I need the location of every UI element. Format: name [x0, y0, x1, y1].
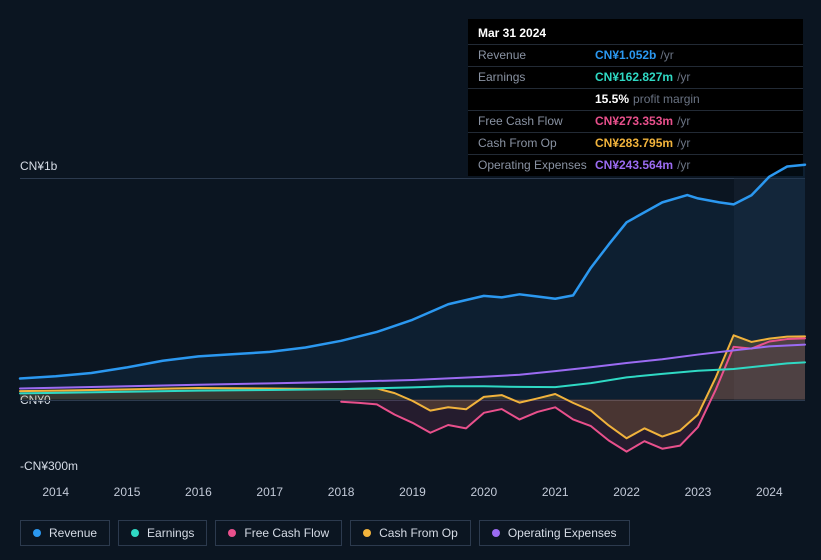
tooltip-row-label: Cash From Op [478, 135, 595, 152]
legend-dot-icon [131, 529, 139, 537]
x-axis-tick: 2022 [613, 485, 640, 499]
legend-item-earnings[interactable]: Earnings [118, 520, 207, 546]
x-axis-tick: 2024 [756, 485, 783, 499]
line-chart[interactable]: CN¥1b CN¥0 -CN¥300m 20142015201620172018… [20, 160, 805, 480]
tooltip-row-value: CN¥283.795m [595, 135, 673, 152]
tooltip-rows: RevenueCN¥1.052b/yrEarningsCN¥162.827m/y… [468, 44, 803, 176]
legend-label: Free Cash Flow [244, 526, 329, 540]
legend-dot-icon [492, 529, 500, 537]
x-axis-tick: 2023 [685, 485, 712, 499]
tooltip-row: Free Cash FlowCN¥273.353m/yr [468, 110, 803, 132]
x-axis-tick: 2015 [114, 485, 141, 499]
x-axis-tick: 2016 [185, 485, 212, 499]
tooltip-row-suffix: /yr [660, 47, 673, 64]
tooltip-row: 15.5%profit margin [468, 88, 803, 110]
x-axis-tick: 2020 [471, 485, 498, 499]
tooltip-row-value: CN¥162.827m [595, 69, 673, 86]
legend-label: Revenue [49, 526, 97, 540]
tooltip-row-label: Earnings [478, 69, 595, 86]
tooltip-row-suffix: /yr [677, 135, 690, 152]
tooltip-row-value: CN¥1.052b [595, 47, 656, 64]
tooltip-row-label: Revenue [478, 47, 595, 64]
tooltip-row-label: Free Cash Flow [478, 113, 595, 130]
tooltip-row: EarningsCN¥162.827m/yr [468, 66, 803, 88]
legend-dot-icon [33, 529, 41, 537]
x-axis-tick: 2018 [328, 485, 355, 499]
legend-label: Cash From Op [379, 526, 458, 540]
tooltip-row-suffix: /yr [677, 113, 690, 130]
legend-item-cash_op[interactable]: Cash From Op [350, 520, 471, 546]
legend-item-revenue[interactable]: Revenue [20, 520, 110, 546]
legend-dot-icon [228, 529, 236, 537]
tooltip-date: Mar 31 2024 [468, 19, 803, 44]
tooltip-row: RevenueCN¥1.052b/yr [468, 44, 803, 66]
x-axis-tick: 2014 [42, 485, 69, 499]
legend-label: Earnings [147, 526, 194, 540]
tooltip-row-value: CN¥273.353m [595, 113, 673, 130]
data-tooltip: Mar 31 2024 RevenueCN¥1.052b/yrEarningsC… [468, 19, 803, 176]
tooltip-row-suffix: profit margin [633, 91, 700, 108]
tooltip-row: Cash From OpCN¥283.795m/yr [468, 132, 803, 154]
y-axis-label-top: CN¥1b [20, 159, 57, 173]
legend-item-fcf[interactable]: Free Cash Flow [215, 520, 342, 546]
x-axis-tick: 2017 [256, 485, 283, 499]
plot-area [20, 178, 805, 466]
legend-dot-icon [363, 529, 371, 537]
legend-label: Operating Expenses [508, 526, 617, 540]
tooltip-row-value: 15.5% [595, 91, 629, 108]
tooltip-row-label [478, 91, 595, 108]
x-axis-tick: 2021 [542, 485, 569, 499]
tooltip-row-suffix: /yr [677, 69, 690, 86]
gridline [20, 466, 805, 467]
legend-item-opex[interactable]: Operating Expenses [479, 520, 630, 546]
legend: Revenue Earnings Free Cash Flow Cash From O… [20, 520, 630, 546]
x-axis-tick: 2019 [399, 485, 426, 499]
